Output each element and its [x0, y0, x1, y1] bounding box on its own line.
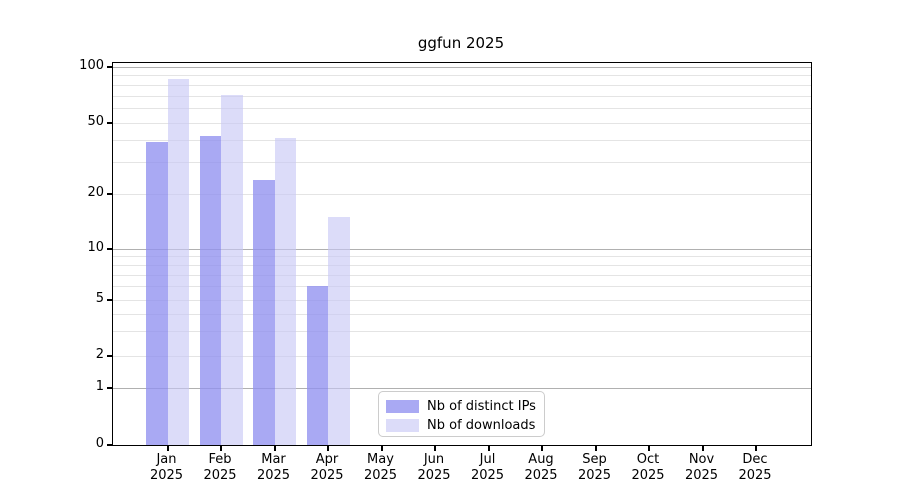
major-gridline: [113, 67, 811, 68]
y-tick-mark: [107, 355, 112, 357]
x-tick-label: Oct 2025: [631, 452, 665, 483]
y-tick-mark: [107, 247, 112, 250]
x-tick-label: May 2025: [363, 452, 398, 483]
minor-gridline: [113, 331, 811, 333]
gridlines-layer: [113, 63, 811, 445]
bar-distinct-ips: [306, 286, 328, 445]
legend-swatch-distinct-ips: [386, 399, 419, 413]
bar-distinct-ips: [199, 136, 221, 445]
x-tick-mark: [380, 446, 383, 451]
y-tick-label: 0: [95, 436, 104, 451]
y-tick-mark: [107, 121, 112, 124]
minor-gridline: [113, 108, 811, 110]
legend-entry-distinct-ips: Nb of distinct IPs: [379, 397, 544, 415]
y-tick-mark: [107, 299, 112, 301]
minor-gridline: [113, 95, 811, 97]
bar-downloads: [274, 138, 296, 445]
minor-gridline: [113, 300, 811, 301]
minor-gridline: [113, 194, 811, 195]
major-gridline: [113, 388, 811, 389]
minor-gridline: [113, 122, 811, 124]
x-tick-mark: [701, 446, 704, 451]
y-tick-mark: [107, 387, 112, 389]
x-tick-label: Jan 2025: [149, 452, 184, 483]
y-tick-label: 10: [87, 239, 104, 255]
y-tick-label: 100: [79, 58, 104, 73]
x-tick-label: Feb 2025: [203, 452, 237, 483]
x-tick-label: Aug 2025: [524, 452, 558, 483]
x-tick-mark: [487, 446, 490, 451]
x-tick-mark: [220, 446, 222, 451]
y-tick-mark: [107, 66, 112, 68]
x-tick-label: Apr 2025: [310, 452, 344, 483]
x-tick-mark: [755, 446, 757, 451]
minor-gridline: [113, 313, 811, 315]
x-tick-label: Jul 2025: [470, 452, 505, 483]
y-tick-label: 1: [95, 379, 104, 394]
plot-area: [112, 62, 812, 446]
chart-title: ggfun 2025: [417, 34, 505, 52]
bar-downloads: [167, 79, 189, 445]
minor-gridline: [113, 256, 811, 258]
minor-gridline: [113, 265, 811, 267]
x-tick-label: Sep 2025: [577, 452, 612, 483]
minor-gridline: [113, 162, 811, 164]
y-tick-mark: [107, 193, 112, 195]
x-tick-mark: [541, 446, 543, 451]
y-tick-label: 2: [95, 347, 104, 362]
x-tick-label: Nov 2025: [684, 452, 719, 483]
x-tick-label: Dec 2025: [738, 452, 772, 483]
legend: Nb of distinct IPs Nb of downloads: [378, 391, 545, 437]
minor-gridline: [113, 84, 811, 86]
bar-distinct-ips: [253, 179, 275, 445]
minor-gridline: [113, 356, 811, 357]
y-tick-mark: [107, 444, 112, 446]
legend-label-distinct-ips: Nb of distinct IPs: [427, 398, 536, 414]
x-tick-mark: [434, 446, 436, 451]
y-tick-label: 5: [95, 291, 104, 306]
x-tick-mark: [273, 446, 276, 451]
x-tick-mark: [648, 446, 650, 451]
bars-layer: [113, 63, 811, 445]
minor-gridline: [113, 286, 811, 288]
legend-entry-downloads: Nb of downloads: [379, 416, 544, 434]
legend-swatch-downloads: [386, 418, 419, 432]
y-tick-label: 20: [87, 185, 104, 200]
x-tick-mark: [594, 446, 597, 451]
y-tick-label: 50: [87, 113, 104, 129]
legend-label-downloads: Nb of downloads: [427, 417, 536, 433]
x-tick-label: Mar 2025: [256, 452, 291, 483]
bar-distinct-ips: [146, 142, 168, 445]
x-tick-label: Jun 2025: [417, 452, 451, 483]
major-gridline: [113, 248, 811, 250]
x-tick-mark: [327, 446, 329, 451]
bar-downloads: [221, 94, 243, 445]
minor-gridline: [113, 275, 811, 276]
minor-gridline: [113, 75, 811, 77]
minor-gridline: [113, 140, 811, 142]
bar-downloads: [328, 216, 350, 445]
x-tick-mark: [166, 446, 169, 451]
